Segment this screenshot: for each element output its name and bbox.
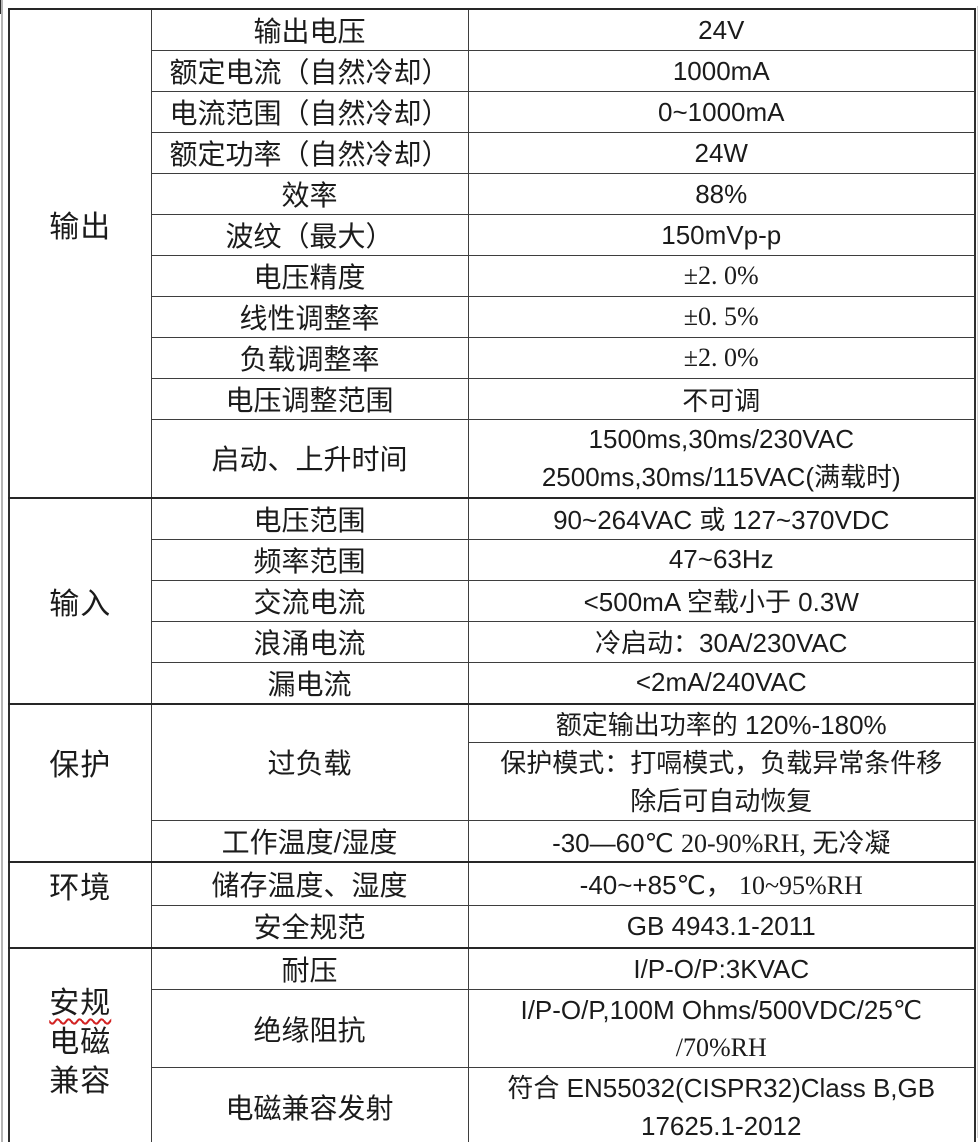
- spec-row: 漏电流 <2mA/240VAC: [9, 661, 976, 704]
- value-cell: ±2. 0%: [467, 255, 976, 297]
- spec-row: 频率范围 47~63Hz: [9, 538, 976, 581]
- spec-row: 负载调整率 ±2. 0%: [9, 337, 976, 379]
- value-line: /70%RH: [675, 1032, 767, 1062]
- value-cell: I/P-O/P,100M Ohms/500VDC/25℃ /70%RH: [467, 989, 976, 1068]
- spec-row: 输入 电压范围 90~264VAC 或 127~370VDC: [8, 496, 976, 704]
- section-label-protection: 保护: [8, 702, 152, 863]
- value-cell: 90~264VAC 或 127~370VDC: [467, 496, 976, 540]
- param-cell: 交流电流: [150, 579, 469, 622]
- value-cell: 24W: [467, 132, 976, 174]
- value-cell: -40~+85℃， 10~95%RH: [467, 861, 976, 906]
- spec-row: 保护模式：打嗝模式，负载异常条件移 除后可自动恢复: [9, 742, 976, 821]
- value-part: -40~+85℃，: [579, 870, 739, 901]
- param-cell: 过负载: [150, 702, 469, 821]
- value-cell: <500mA 空载小于 0.3W: [467, 579, 976, 622]
- spec-row: 效率 88%: [9, 173, 976, 215]
- value-cell: ±0. 5%: [467, 296, 976, 338]
- param-cell: 耐压: [150, 947, 469, 990]
- section-label-line: 电磁: [49, 1026, 112, 1059]
- spec-row: 启动、上升时间 1500ms,30ms/230VAC 2500ms,30ms/1…: [9, 419, 976, 498]
- section-label-line: 兼容: [49, 1065, 112, 1098]
- spec-row: 工作温度/湿度 -30—60℃ 20-90%RH, 无冷凝: [9, 820, 976, 863]
- spec-row: 保护 过负载 额定输出功率的 120%-180%: [8, 702, 976, 863]
- param-cell: 额定功率（自然冷却）: [150, 132, 469, 174]
- value-cell: 150mVp-p: [467, 214, 976, 256]
- param-cell: 电压精度: [150, 255, 469, 297]
- value-line: I/P-O/P,100M Ohms/500VDC/25℃: [520, 994, 923, 1025]
- param-cell: 频率范围: [150, 538, 469, 581]
- param-cell: 负载调整率: [150, 337, 469, 379]
- section-label-line: 安规: [49, 987, 112, 1020]
- param-cell: 电磁兼容发射: [150, 1067, 469, 1142]
- value-cell: 额定输出功率的 120%-180%: [467, 702, 976, 743]
- spec-row: 线性调整率 ±0. 5%: [9, 296, 976, 338]
- param-cell: 线性调整率: [150, 296, 469, 338]
- param-cell: 输出电压: [150, 8, 469, 51]
- section-label-safety-emc: 安规 电磁 兼容: [8, 947, 152, 1142]
- value-cell: 符合 EN55032(CISPR32)Class B,GB 17625.1-20…: [467, 1067, 976, 1142]
- value-line: 17625.1-2012: [641, 1110, 802, 1141]
- param-cell: 电流范围（自然冷却）: [150, 91, 469, 133]
- value-line: 2500ms,30ms/115VAC(满载时): [541, 462, 901, 493]
- value-cell: 保护模式：打嗝模式，负载异常条件移 除后可自动恢复: [467, 742, 976, 821]
- spec-row: 电磁兼容发射 符合 EN55032(CISPR32)Class B,GB 176…: [9, 1067, 976, 1142]
- param-cell: 电压范围: [150, 496, 469, 540]
- param-cell: 波纹（最大）: [150, 214, 469, 256]
- value-line: 除后可自动恢复: [630, 785, 813, 816]
- value-part: 20-90%RH,: [680, 828, 813, 858]
- param-cell: 安全规范: [150, 904, 469, 949]
- value-cell: 冷启动：30A/230VAC: [467, 620, 976, 663]
- spec-table: 输出 输出电压 24V 额定电流（自然冷却） 1000mA 电流范围（自然冷却）…: [8, 8, 976, 1142]
- value-cell: 24V: [467, 8, 976, 51]
- spec-row: 绝缘阻抗 I/P-O/P,100M Ohms/500VDC/25℃ /70%RH: [9, 989, 976, 1068]
- spec-row: 交流电流 <500mA 空载小于 0.3W: [9, 579, 976, 622]
- right-edge-artifact: [977, 6, 978, 1138]
- section-label-input: 输入: [8, 496, 152, 704]
- spec-row: 安全规范 GB 4943.1-2011: [9, 904, 976, 949]
- value-cell: 88%: [467, 173, 976, 215]
- spec-row: 输出 输出电压 24V: [8, 8, 976, 498]
- spec-row: 波纹（最大） 150mVp-p: [9, 214, 976, 256]
- spec-row: 额定功率（自然冷却） 24W: [9, 132, 976, 174]
- value-part: -30—60℃: [552, 827, 681, 858]
- section-label-output: 输出: [8, 8, 152, 498]
- value-cell: 1500ms,30ms/230VAC 2500ms,30ms/115VAC(满载…: [467, 419, 976, 498]
- spec-row: 电流范围（自然冷却） 0~1000mA: [9, 91, 976, 133]
- param-cell: 储存温度、湿度: [150, 861, 469, 906]
- param-cell: 启动、上升时间: [150, 419, 469, 498]
- value-cell: -30—60℃ 20-90%RH, 无冷凝: [467, 820, 976, 863]
- value-cell: 不可调: [467, 378, 976, 420]
- left-edge-artifact: [1, 0, 3, 1142]
- section-label-environment: 环境: [8, 861, 152, 949]
- value-cell: 47~63Hz: [467, 538, 976, 581]
- param-cell: 工作温度/湿度: [150, 820, 469, 863]
- value-line: 1500ms,30ms/230VAC: [588, 424, 854, 455]
- value-cell: I/P-O/P:3KVAC: [467, 947, 976, 990]
- value-cell: GB 4943.1-2011: [467, 904, 976, 949]
- value-cell: 1000mA: [467, 50, 976, 92]
- value-part: 10~95%RH: [738, 871, 863, 901]
- param-cell: 漏电流: [150, 661, 469, 704]
- value-line: 保护模式：打嗝模式，负载异常条件移: [500, 747, 943, 778]
- value-cell: 0~1000mA: [467, 91, 976, 133]
- spec-row: 额定电流（自然冷却） 1000mA: [9, 50, 976, 92]
- value-cell: ±2. 0%: [467, 337, 976, 379]
- spec-row: 浪涌电流 冷启动：30A/230VAC: [9, 620, 976, 663]
- param-cell: 电压调整范围: [150, 378, 469, 420]
- spec-row: 电压精度 ±2. 0%: [9, 255, 976, 297]
- value-part: 无冷凝: [812, 827, 891, 858]
- spec-row: 电压调整范围 不可调: [9, 378, 976, 420]
- param-cell: 效率: [150, 173, 469, 215]
- spec-row: 安规 电磁 兼容 耐压 I/P-O/P:3KVAC: [8, 947, 976, 1142]
- param-cell: 额定电流（自然冷却）: [150, 50, 469, 92]
- param-cell: 浪涌电流: [150, 620, 469, 663]
- value-cell: <2mA/240VAC: [467, 661, 976, 704]
- spec-row: 环境 储存温度、湿度 -40~+85℃， 10~95%RH: [8, 861, 976, 949]
- value-line: 符合 EN55032(CISPR32)Class B,GB: [507, 1072, 936, 1103]
- param-cell: 绝缘阻抗: [150, 989, 469, 1068]
